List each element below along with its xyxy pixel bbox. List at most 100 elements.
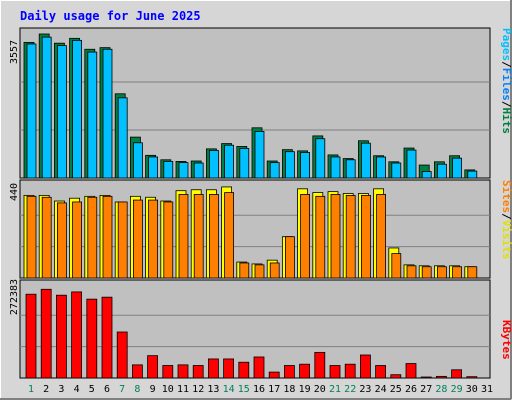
- x-label-4: 4: [74, 384, 80, 395]
- legend-pages: Pages: [500, 28, 512, 61]
- sites-bar-19: [300, 194, 311, 279]
- x-label-14: 14: [223, 384, 235, 395]
- files-bar-30: [467, 170, 478, 179]
- hits-legend: Pages/Files/Hits: [500, 28, 512, 134]
- kbytes-legend: KBytes: [500, 320, 512, 360]
- x-label-19: 19: [299, 384, 311, 395]
- files-bar-29: [452, 157, 463, 179]
- x-label-26: 26: [405, 384, 417, 395]
- x-label-25: 25: [390, 384, 402, 395]
- x-label-1: 1: [28, 384, 34, 395]
- files-bar-5: [87, 51, 98, 179]
- sites-bar-27: [421, 266, 432, 279]
- sites-bar-6: [102, 195, 113, 279]
- kbytes-bar-25: [390, 374, 402, 379]
- files-bar-4: [72, 39, 82, 179]
- x-label-21: 21: [329, 384, 341, 395]
- sites-bar-24: [376, 194, 387, 279]
- kbytes-bar-11: [177, 364, 189, 379]
- x-label-17: 17: [268, 384, 280, 395]
- sites-bar-1: [26, 195, 37, 279]
- kbytes-bar-21: [329, 365, 341, 379]
- files-bar-20: [315, 138, 326, 179]
- kbytes-bar-26: [405, 363, 417, 379]
- sites-bar-15: [239, 262, 250, 279]
- sites-bar-25: [391, 253, 402, 279]
- files-bar-3: [57, 45, 67, 179]
- x-label-27: 27: [420, 384, 432, 395]
- sites-bar-17: [269, 262, 280, 279]
- kbytes-bar-4: [71, 291, 82, 379]
- sites-bar-3: [57, 202, 67, 279]
- kbytes-bar-24: [375, 365, 387, 379]
- files-bar-9: [148, 156, 159, 179]
- files-bar-27: [421, 171, 432, 179]
- files-bar-18: [284, 151, 295, 179]
- files-bar-10: [163, 161, 174, 179]
- kbytes-bar-16: [253, 356, 265, 379]
- x-label-12: 12: [192, 384, 204, 395]
- x-label-20: 20: [314, 384, 326, 395]
- kbytes-bar-12: [192, 365, 204, 379]
- files-bar-24: [376, 156, 387, 179]
- sites-bar-10: [163, 201, 174, 279]
- kbytes-bar-22: [344, 363, 356, 379]
- sites-bar-30: [467, 266, 478, 279]
- sites-bar-13: [208, 194, 219, 279]
- x-label-15: 15: [238, 384, 250, 395]
- kbytes-bar-18: [283, 365, 295, 379]
- x-label-28: 28: [435, 384, 447, 395]
- kbytes-bar-23: [359, 354, 371, 379]
- files-bar-2: [41, 36, 52, 179]
- kbytes-bar-5: [86, 298, 98, 379]
- visits-ymax-label: 440: [9, 183, 20, 201]
- sites-bar-8: [132, 199, 143, 279]
- sites-bar-26: [406, 265, 417, 279]
- sites-bar-23: [360, 194, 371, 279]
- kbytes-bar-1: [25, 293, 37, 379]
- x-label-5: 5: [89, 384, 95, 395]
- files-bar-23: [360, 142, 371, 179]
- kbytes-bar-20: [314, 351, 326, 379]
- x-axis-labels: 1 2 3 4 5 6 7 8 9 10 11 12 13 14 15 16 17 18 19 20 21 22 23 24 2…: [28, 384, 493, 395]
- x-label-9: 9: [150, 384, 156, 395]
- sites-bar-2: [41, 196, 52, 279]
- gridlines: [20, 81, 490, 348]
- x-label-2: 2: [43, 384, 49, 395]
- sites-bar-16: [254, 264, 265, 279]
- x-label-22: 22: [344, 384, 356, 395]
- files-bar-16: [254, 131, 265, 179]
- kbytes-bar-30: [466, 376, 478, 379]
- sites-bar-21: [330, 194, 341, 279]
- legend-visits: Visits: [500, 220, 512, 260]
- sites-bar-29: [452, 266, 463, 279]
- kbytes-bar-17: [268, 371, 280, 379]
- kbytes-bar-13: [207, 358, 219, 379]
- x-label-10: 10: [162, 384, 174, 395]
- files-bar-6: [102, 48, 113, 179]
- kbytes-ymax-label: 272383: [9, 279, 20, 315]
- kbytes-bar-3: [56, 294, 67, 379]
- files-bar-1: [26, 43, 37, 179]
- sites-bar-20: [315, 195, 326, 279]
- sites-bar-4: [72, 201, 82, 279]
- visits-legend: Sites/Visits: [500, 180, 512, 260]
- files-bar-28: [436, 163, 447, 179]
- x-label-3: 3: [58, 384, 64, 395]
- sites-bar-18: [284, 236, 295, 279]
- x-label-31: 31: [481, 384, 493, 395]
- legend-sites: Sites: [500, 180, 512, 213]
- visits-legend-text: Sites/Visits: [500, 180, 512, 260]
- files-bar-25: [391, 162, 402, 179]
- files-bar-8: [132, 142, 143, 179]
- kbytes-bar-14: [223, 358, 235, 379]
- legend-files: Files: [500, 68, 512, 101]
- files-bar-17: [269, 162, 280, 179]
- files-bar-22: [345, 159, 356, 179]
- kbytes-bar-2: [40, 288, 52, 379]
- files-bar-7: [117, 97, 128, 179]
- x-label-24: 24: [375, 384, 387, 395]
- files-bar-11: [178, 162, 189, 179]
- hits-legend-text: Pages/Files/Hits: [500, 28, 512, 134]
